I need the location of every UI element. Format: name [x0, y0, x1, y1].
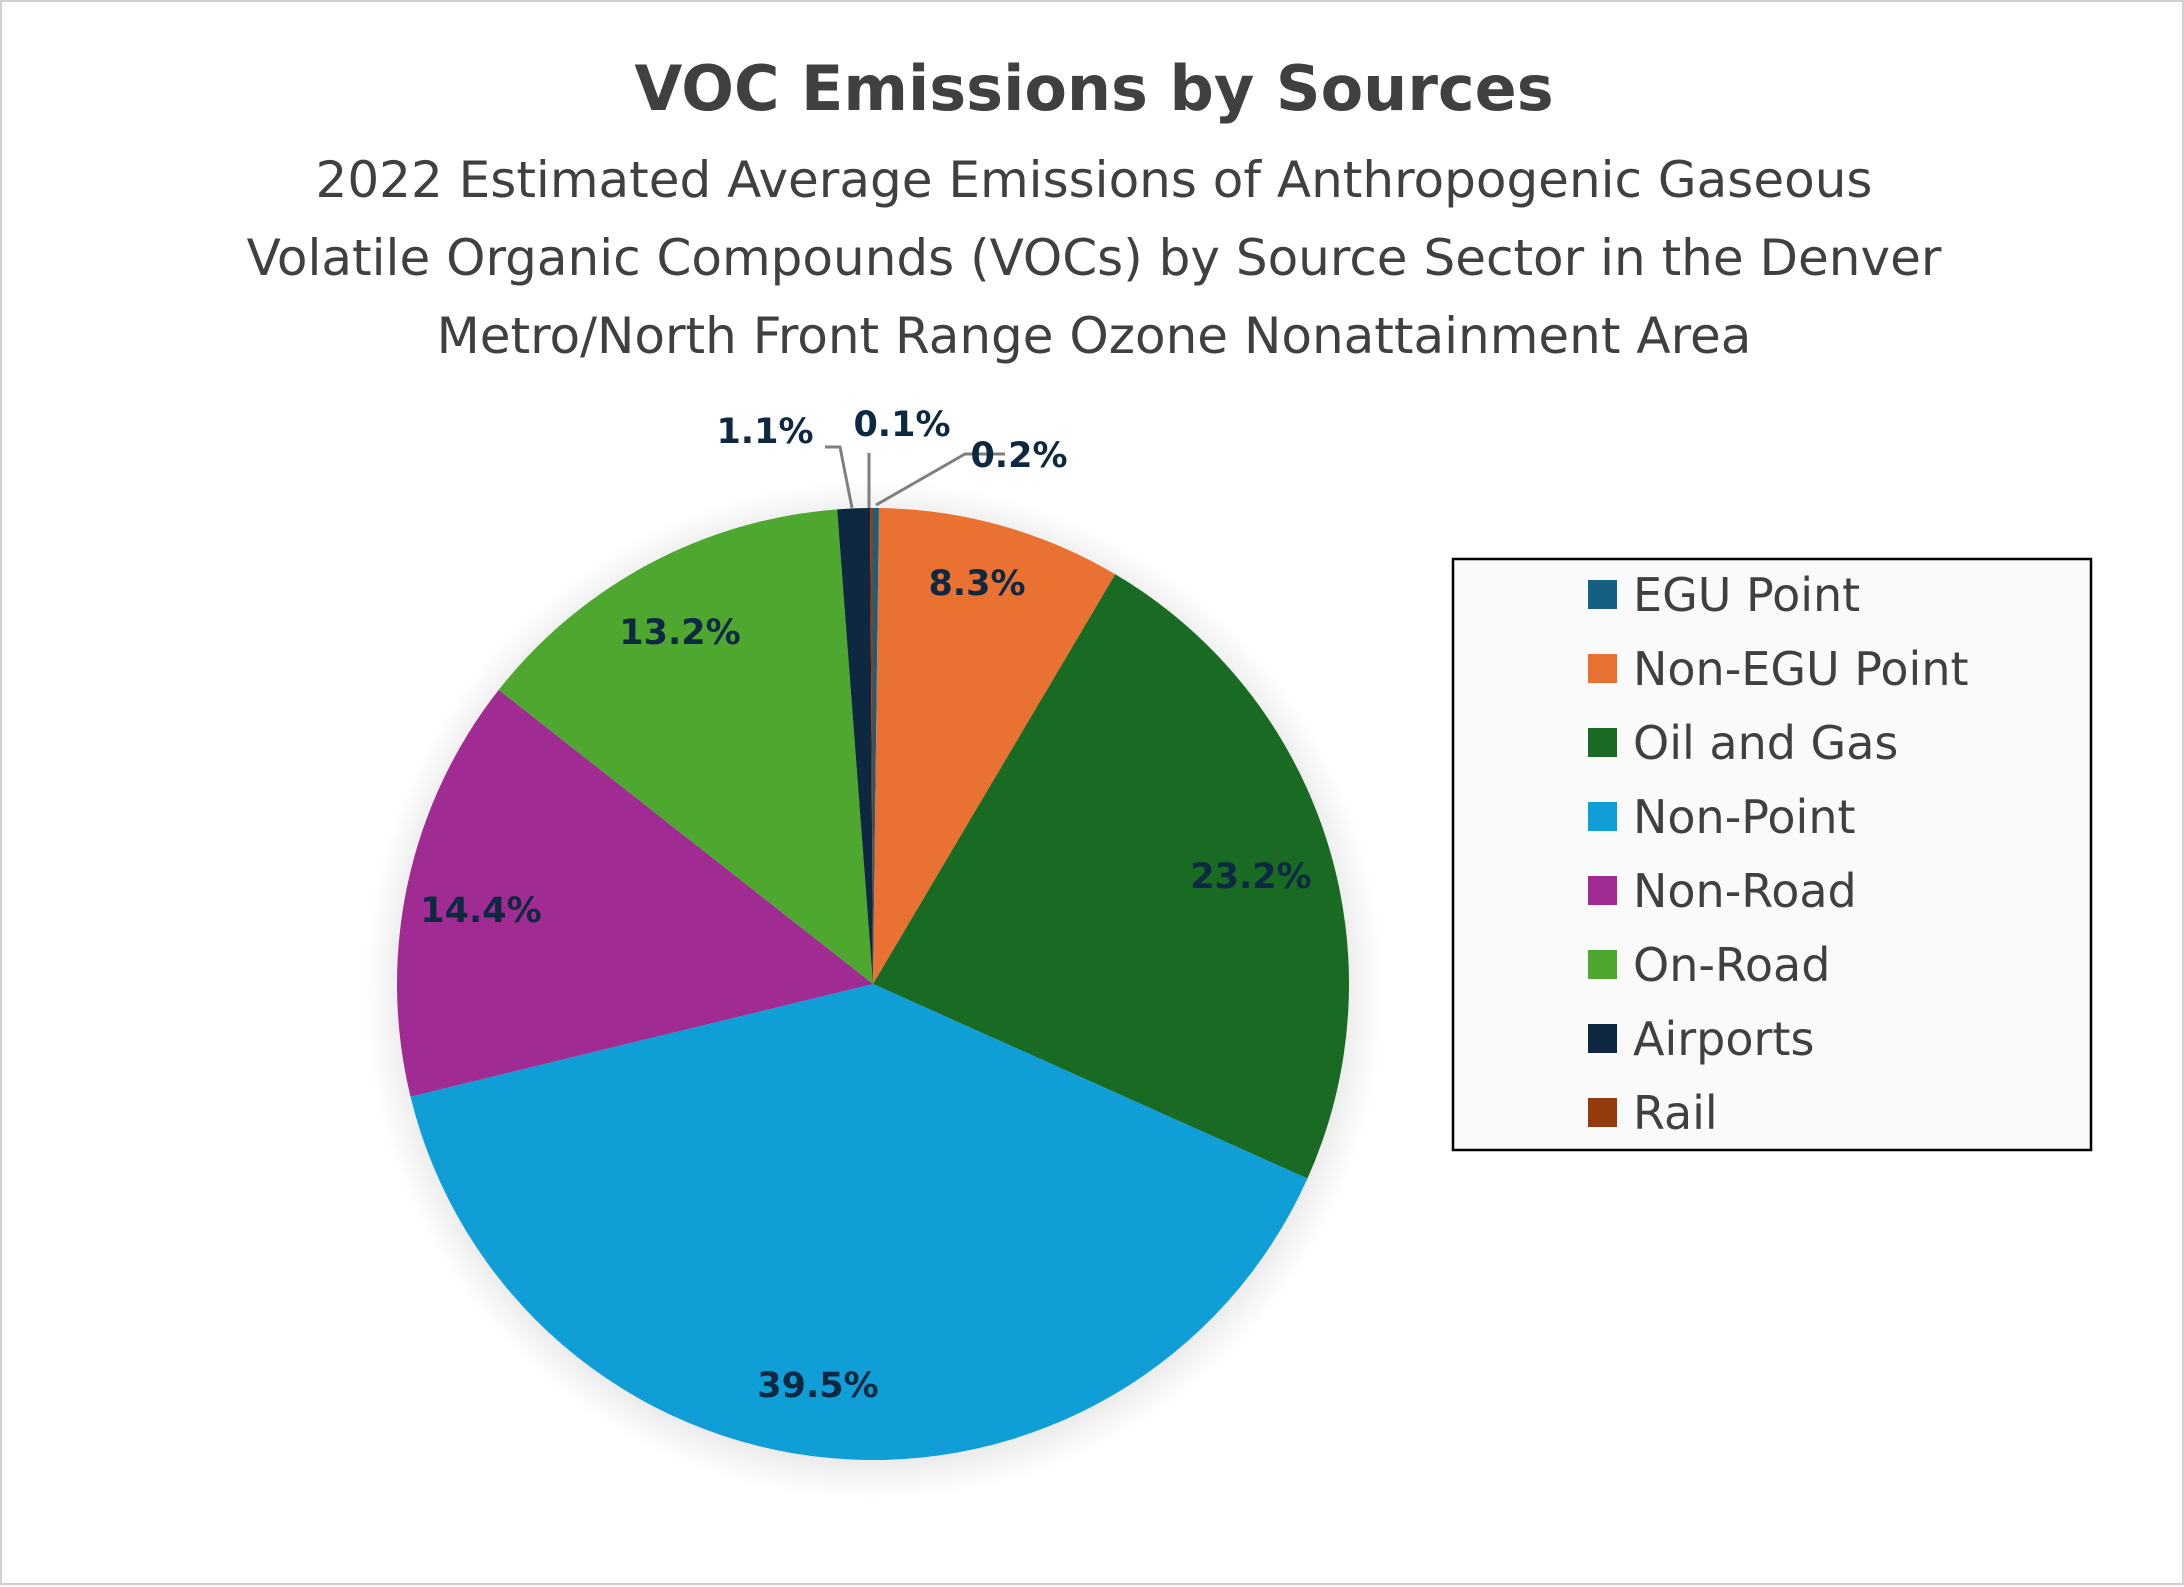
chart-subtitle-line-3: Metro/North Front Range Ozone Nonattainm… — [437, 307, 1752, 365]
legend-entry: Rail — [1633, 1086, 1718, 1140]
legend-entry: Oil and Gas — [1633, 716, 1898, 770]
leader-line — [825, 445, 854, 509]
data-label-non-road: 14.4% — [420, 891, 541, 931]
pie-slice-non-road — [397, 689, 873, 1097]
legend-swatch — [1588, 1098, 1617, 1127]
legend-swatch — [1588, 580, 1617, 609]
legend-entry: EGU Point — [1633, 568, 1860, 622]
pie-slice-rail — [870, 508, 873, 984]
data-label-rail: 0.1% — [853, 405, 950, 445]
chart-subtitle-line-2: Volatile Organic Compounds (VOCs) by Sou… — [247, 229, 1942, 287]
leader-line — [875, 452, 1005, 507]
legend-entry: Non-EGU Point — [1633, 642, 1969, 696]
chart-subtitle-line-1: 2022 Estimated Average Emissions of Anth… — [316, 151, 1873, 209]
data-label-non-point: 39.5% — [757, 1366, 878, 1406]
pie-slice-non-egu-point — [873, 508, 1116, 984]
data-label-egu-point: 0.2% — [970, 436, 1067, 476]
chart-title: VOC Emissions by Sources — [634, 52, 1553, 125]
legend-entry: On-Road — [1633, 938, 1830, 992]
data-label-oil-and-gas: 23.2% — [1190, 857, 1311, 897]
data-label-airports: 1.1% — [716, 412, 813, 452]
legend-swatch — [1588, 876, 1617, 905]
legend-swatch — [1588, 802, 1617, 831]
pie-slice-on-road — [498, 509, 873, 984]
pie-slice-non-point — [410, 984, 1308, 1460]
data-label-on-road: 13.2% — [619, 613, 740, 653]
legend-entry: Non-Road — [1633, 864, 1857, 918]
legend-entry: Airports — [1633, 1012, 1814, 1066]
legend-entry: Non-Point — [1633, 790, 1856, 844]
legend-swatch — [1588, 1024, 1617, 1053]
data-label-non-egu-point: 8.3% — [928, 564, 1025, 604]
pie-slice-egu-point — [873, 508, 879, 984]
data-labels: 0.2% 8.3% 23.2% 39.5% 14.4% 13.2% 1.1% 0.1% — [420, 405, 1311, 1406]
legend-swatch — [1588, 950, 1617, 979]
pie-slice-oil-and-gas — [873, 574, 1349, 1179]
leader-lines — [825, 445, 1005, 509]
legend-swatch — [1588, 654, 1617, 683]
pie-slices — [397, 508, 1349, 1460]
legend-box — [1451, 557, 2093, 1152]
pie-slice-airports — [837, 508, 873, 984]
legend-swatch — [1588, 728, 1617, 757]
legend: EGU Point Non-EGU Point Oil and Gas Non-Poi… — [1451, 557, 2093, 1152]
